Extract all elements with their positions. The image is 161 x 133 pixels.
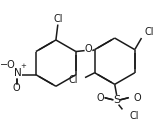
Text: Cl: Cl bbox=[129, 111, 139, 121]
Text: Cl: Cl bbox=[53, 14, 63, 24]
Text: O: O bbox=[96, 93, 104, 103]
Text: −O: −O bbox=[0, 60, 16, 70]
Text: Cl: Cl bbox=[144, 27, 154, 37]
Text: +: + bbox=[20, 63, 26, 69]
Text: O: O bbox=[133, 93, 141, 103]
Text: O: O bbox=[85, 44, 92, 54]
Text: S: S bbox=[113, 95, 120, 105]
Text: O: O bbox=[13, 83, 20, 93]
Text: N: N bbox=[14, 68, 21, 78]
Text: Cl: Cl bbox=[69, 74, 78, 84]
